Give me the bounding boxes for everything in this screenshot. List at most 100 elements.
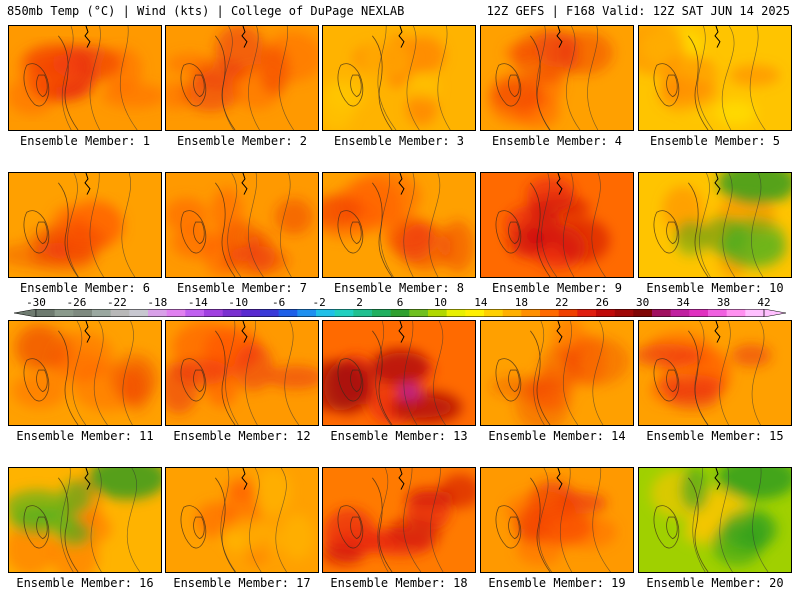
field-blob: [507, 226, 547, 255]
temperature-colorbar: [14, 309, 786, 317]
contour-line: [666, 516, 678, 540]
coastline: [714, 173, 721, 195]
colorbar-bin: [92, 309, 111, 317]
height-contour: [67, 173, 79, 277]
ensemble-member-label: Ensemble Member: 18: [330, 576, 468, 590]
coastline: [241, 173, 248, 195]
temperature-map: [9, 321, 161, 425]
colorbar-bin: [484, 309, 503, 317]
colorbar-tick-labels: -30 -26 -22 -18 -14 -10 -6 -2 2 6 10 14 18 22 26 30 34 38…: [0, 297, 800, 309]
height-contour: [752, 468, 769, 572]
field-blob: [369, 348, 430, 386]
height-contour: [375, 321, 392, 425]
height-contour: [751, 321, 765, 425]
colorbar-tick-label: -30: [26, 296, 46, 309]
colorbar-bin: [73, 309, 93, 317]
member-map-panel: [480, 467, 634, 573]
contour-line: [530, 182, 551, 277]
height-contour: [403, 468, 422, 572]
height-contour: [541, 173, 558, 277]
temperature-map: [481, 321, 633, 425]
coastline: [84, 173, 91, 195]
temperature-map: [639, 173, 791, 277]
temperature-field: [651, 468, 791, 566]
contour-line: [193, 516, 205, 540]
height-contour: [592, 468, 611, 572]
temperature-field: [9, 468, 161, 572]
contour-line: [215, 477, 236, 572]
contour-line: [350, 369, 362, 393]
height-contour: [437, 26, 451, 130]
contour-line: [58, 477, 79, 572]
colorbar-tick-label: 14: [474, 296, 488, 309]
field-blob: [323, 81, 355, 130]
contour-line: [508, 74, 520, 98]
height-contour: [220, 468, 236, 572]
contour-line: [337, 505, 364, 549]
ensemble-member-label: Ensemble Member: 19: [488, 576, 626, 590]
contour-line: [666, 74, 678, 98]
temperature-map: [166, 468, 318, 572]
field-blob: [274, 198, 314, 235]
temperature-field: [166, 321, 318, 414]
colorbar-bin: [633, 309, 653, 317]
height-contour: [533, 321, 545, 425]
colorbar-bin: [316, 309, 335, 317]
ensemble-member-label: Ensemble Member: 14: [488, 429, 626, 443]
colorbar-bin: [652, 309, 671, 317]
field-blob: [400, 222, 452, 271]
coastline: [556, 26, 563, 48]
contour-line: [653, 63, 680, 107]
temperature-map: [481, 468, 633, 572]
coastline: [241, 321, 248, 343]
height-contour: [722, 173, 736, 277]
contour-line: [193, 221, 205, 245]
height-contour: [248, 26, 260, 130]
field-blob: [280, 514, 315, 560]
colorbar-min-arrow: [14, 309, 37, 317]
colorbar-tick-label: -2: [312, 296, 326, 309]
colorbar-tick-label: -14: [187, 296, 208, 309]
height-contour: [563, 173, 575, 277]
coastline: [84, 321, 91, 343]
temperature-field: [323, 35, 445, 130]
field-blob: [224, 525, 280, 556]
field-blob: [261, 32, 318, 82]
temperature-field: [323, 474, 475, 566]
member-map-panel: [165, 320, 319, 426]
temperature-field: [639, 332, 772, 410]
colorbar-tick-label: -22: [106, 296, 127, 309]
colorbar-tick-label: 6: [396, 296, 404, 309]
contour-line: [337, 358, 364, 402]
colorbar-bin: [297, 309, 317, 317]
contour-line: [23, 63, 50, 107]
colorbar-bin: [278, 309, 298, 317]
field-blob: [639, 343, 702, 368]
height-contour: [227, 173, 242, 277]
ensemble-member-label: Ensemble Member: 15: [646, 429, 784, 443]
contour-line: [337, 63, 364, 107]
temperature-map: [9, 26, 161, 130]
field-blob: [387, 516, 441, 549]
contour-line: [530, 477, 551, 572]
contour-line: [23, 210, 50, 254]
height-contour: [119, 26, 138, 130]
contour-line: [372, 330, 393, 425]
temperature-field: [505, 480, 617, 566]
field-blob: [246, 231, 276, 273]
colorbar-bin: [390, 309, 410, 317]
field-blob: [715, 100, 756, 126]
colorbar-bin: [521, 309, 541, 317]
member-map-panel: [638, 25, 792, 131]
ensemble-member-label: Ensemble Member: 10: [646, 281, 784, 295]
height-contour: [433, 321, 446, 425]
contour-line: [337, 210, 364, 254]
cool-region: [717, 173, 791, 205]
contour-line: [350, 516, 362, 540]
field-blob: [408, 74, 440, 100]
contour-line: [653, 210, 680, 254]
colorbar-bin: [36, 309, 55, 317]
height-contour: [275, 468, 287, 572]
contour-line: [180, 358, 207, 402]
temperature-field: [166, 187, 314, 277]
